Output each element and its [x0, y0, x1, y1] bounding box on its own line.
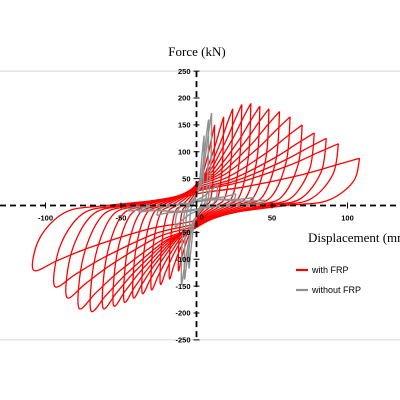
- x-tick-label-3: 50: [268, 214, 276, 223]
- y-tick-label-3: 100: [178, 147, 191, 156]
- x-origin-label: 0: [200, 213, 204, 222]
- y-tick-label-2: 150: [178, 121, 191, 130]
- x-tick-label-1: -50: [116, 214, 127, 223]
- y-tick-label-6: -100: [175, 255, 190, 264]
- y-tick-label-5: -50: [180, 228, 191, 237]
- ticks-layer: 250 200 150 100 50 -50 -100 -150 -200 -250 -100 -50…: [38, 67, 354, 345]
- legend-label-0: with FRP: [311, 265, 349, 275]
- x-axis-title: Displacement (mm): [308, 230, 400, 245]
- y-tick-label-4: 50: [182, 174, 190, 183]
- legend: with FRP without FRP: [296, 265, 361, 295]
- y-tick-label-1: 200: [178, 94, 191, 103]
- series-1-loop-3: [174, 183, 219, 228]
- axes-layer: [0, 71, 400, 340]
- y-tick-label-0: 250: [178, 67, 191, 76]
- x-tick-label-4: 100: [341, 214, 354, 223]
- y-tick-label-9: -250: [175, 336, 190, 345]
- series-0-loop-11: [65, 137, 328, 299]
- y-tick-label-8: -200: [175, 309, 190, 318]
- legend-label-1: without FRP: [311, 285, 361, 295]
- series-1-loop-4: [156, 193, 237, 216]
- series-0-loop-13: [31, 157, 361, 272]
- y-axis-title: Force (kN): [168, 44, 225, 59]
- y-tick-label-7: -150: [175, 282, 190, 291]
- frame-lines: [0, 70, 400, 341]
- x-tick-label-0: -100: [38, 214, 53, 223]
